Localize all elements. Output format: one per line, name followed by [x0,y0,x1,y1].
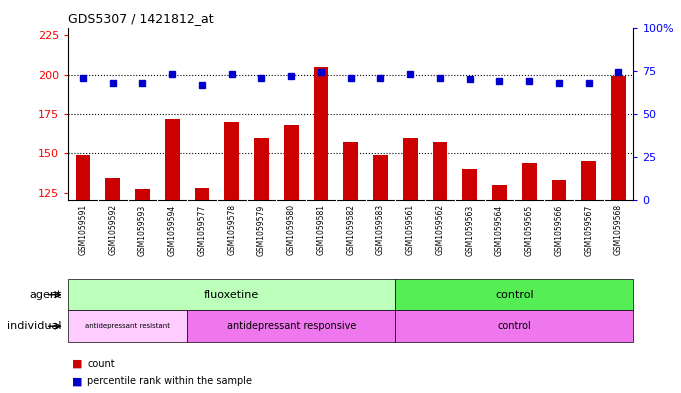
Text: GSM1059563: GSM1059563 [465,204,474,255]
Text: ■: ■ [72,376,82,386]
Text: GSM1059568: GSM1059568 [614,204,623,255]
Bar [165,119,180,200]
Text: GSM1059594: GSM1059594 [168,204,177,255]
Text: GSM1059566: GSM1059566 [554,204,563,255]
Text: GSM1059562: GSM1059562 [435,204,445,255]
Text: GSM1059583: GSM1059583 [376,204,385,255]
Text: ■: ■ [72,358,82,369]
Text: GSM1059592: GSM1059592 [108,204,117,255]
Text: antidepressant responsive: antidepressant responsive [227,321,356,331]
Bar [106,178,120,200]
Text: GSM1059593: GSM1059593 [138,204,147,255]
Text: GSM1059581: GSM1059581 [317,204,326,255]
Bar [552,180,567,200]
Bar [68,279,396,310]
Text: GSM1059577: GSM1059577 [197,204,206,255]
Text: antidepressant resistant: antidepressant resistant [85,323,170,329]
Text: percentile rank within the sample: percentile rank within the sample [87,376,252,386]
Bar [432,142,447,200]
Bar [402,138,417,200]
Bar [373,155,388,200]
Text: individual: individual [7,321,61,331]
Bar [313,67,328,200]
Bar [396,279,633,310]
Bar [611,76,626,200]
Text: control: control [497,321,531,331]
Bar [284,125,299,200]
Bar [76,155,91,200]
Text: GSM1059578: GSM1059578 [227,204,236,255]
Text: GSM1059582: GSM1059582 [346,204,355,255]
Text: GSM1059580: GSM1059580 [287,204,296,255]
Bar [462,169,477,200]
Bar [492,185,507,200]
Text: GSM1059567: GSM1059567 [584,204,593,255]
Bar [224,122,239,200]
Bar [135,189,150,200]
Text: count: count [87,358,115,369]
Text: GSM1059591: GSM1059591 [78,204,87,255]
Bar [195,188,210,200]
Bar [68,310,187,342]
Text: control: control [495,290,534,300]
Text: GSM1059561: GSM1059561 [406,204,415,255]
Text: GSM1059579: GSM1059579 [257,204,266,255]
Text: agent: agent [29,290,61,300]
Text: GSM1059565: GSM1059565 [524,204,534,255]
Text: GDS5307 / 1421812_at: GDS5307 / 1421812_at [68,12,214,25]
Bar [343,142,358,200]
Bar [254,138,269,200]
Bar [522,163,537,200]
Bar [582,161,596,200]
Bar [187,310,396,342]
Text: fluoxetine: fluoxetine [204,290,259,300]
Text: GSM1059564: GSM1059564 [495,204,504,255]
Bar [396,310,633,342]
